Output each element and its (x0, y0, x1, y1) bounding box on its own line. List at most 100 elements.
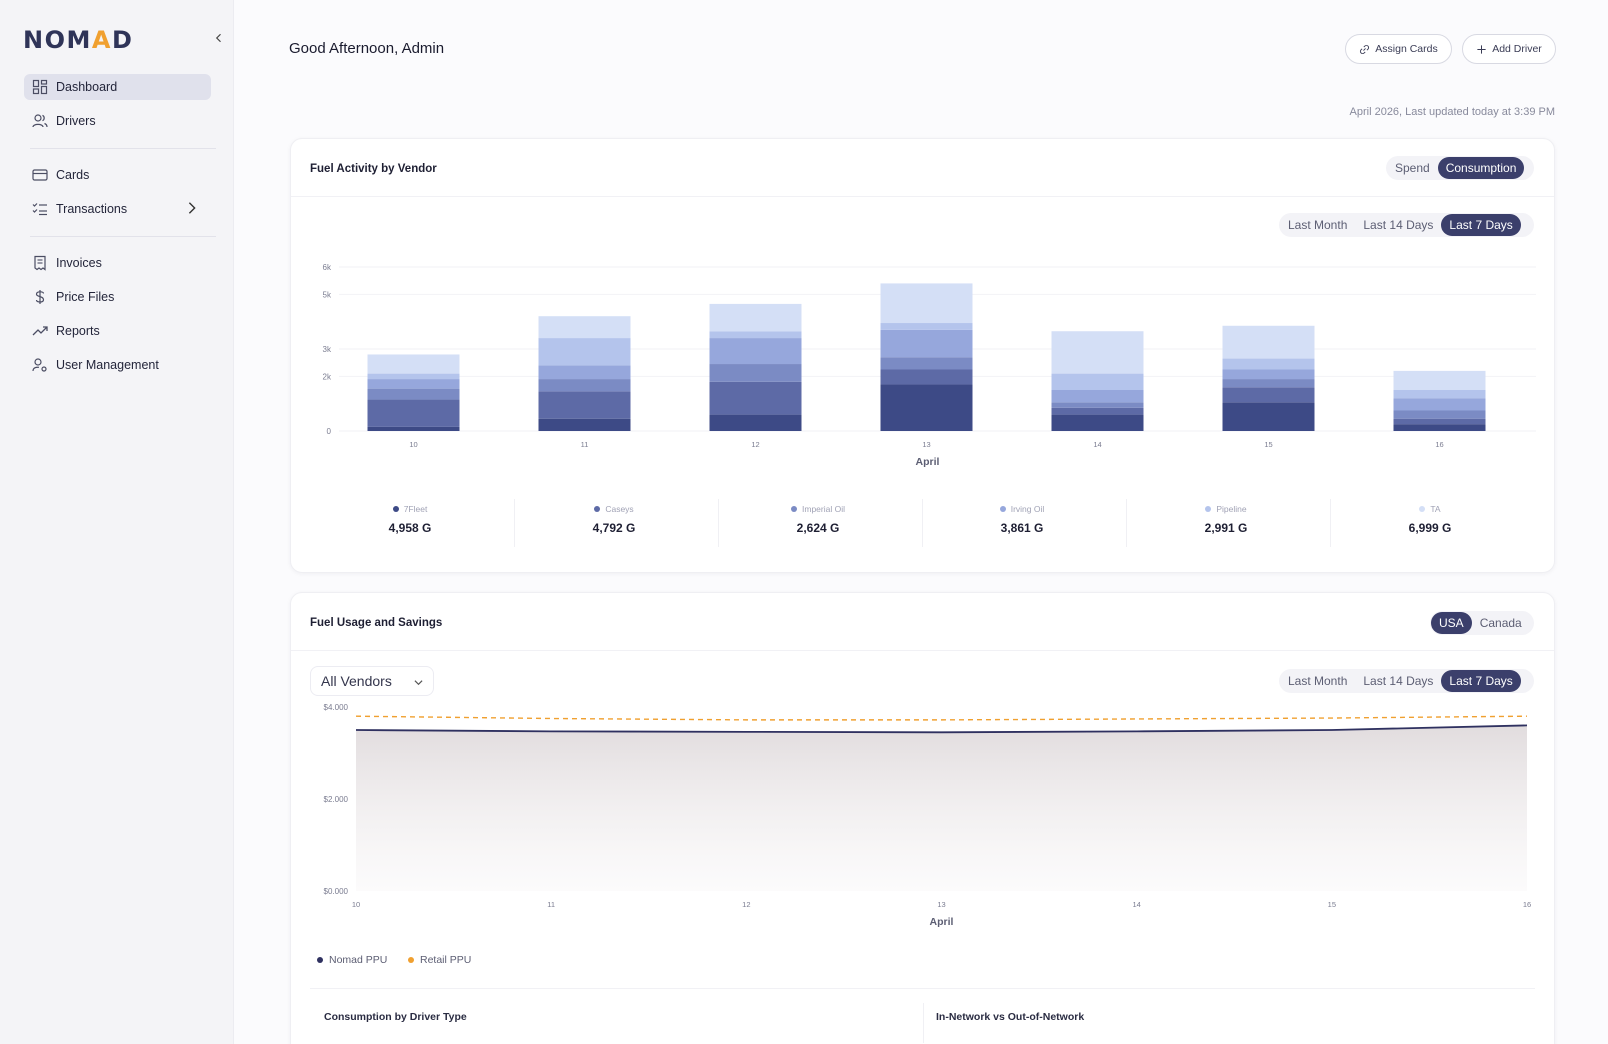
bar-segment[interactable] (538, 365, 631, 380)
bar-segment[interactable] (880, 369, 973, 385)
fuel-activity-bar-chart: 0 2k 3k 5k 6k 10 11 12 13 14 15 16 April (323, 263, 1536, 468)
legend-nomad-ppu: Nomad PPU (317, 954, 387, 966)
range-last-14-days[interactable]: Last 14 Days (1363, 674, 1434, 688)
retail-ppu-line[interactable] (355, 715, 1528, 721)
sidebar-item-transactions[interactable]: Transactions (24, 196, 211, 222)
bar-segment[interactable] (709, 303, 802, 332)
bar-segment[interactable] (709, 338, 802, 365)
bar-segment[interactable] (1051, 407, 1144, 415)
bar-segment[interactable] (1222, 325, 1315, 359)
vendor-stat: 7Fleet 4,958 G (310, 504, 510, 535)
sidebar-item-cards[interactable]: Cards (24, 162, 211, 188)
bar-segment[interactable] (538, 418, 631, 431)
bar-segment[interactable] (709, 381, 802, 415)
vendor-total: 6,999 G (1408, 521, 1452, 535)
region-canada[interactable]: Canada (1479, 616, 1522, 630)
assign-cards-button[interactable]: Assign Cards (1345, 34, 1452, 64)
trending-up-icon (32, 326, 48, 336)
bar-segment[interactable] (709, 331, 802, 339)
bar-segment[interactable] (880, 329, 973, 358)
range-last-7-days[interactable]: Last 7 Days (1441, 670, 1521, 692)
bar-segment[interactable] (367, 379, 460, 389)
sidebar-item-drivers[interactable]: Drivers (24, 108, 211, 134)
sidebar-item-price-files[interactable]: Price Files (24, 284, 211, 310)
legend-label: Retail PPU (420, 954, 472, 966)
vendor-name: TA (1330, 504, 1530, 514)
bar-segment[interactable] (1393, 370, 1486, 390)
bar-segment[interactable] (1051, 373, 1144, 390)
x-tick-label: 13 (922, 440, 930, 449)
brand-logo[interactable]: NOMAD (23, 26, 133, 54)
bar-segment[interactable] (1222, 379, 1315, 388)
bar-segment[interactable] (538, 391, 631, 419)
bar-segment[interactable] (1393, 410, 1486, 419)
bar-segment[interactable] (1222, 402, 1315, 431)
bar-segment[interactable] (538, 316, 631, 339)
bar-segment[interactable] (367, 373, 460, 380)
fuel-usage-title: Fuel Usage and Savings (310, 617, 443, 629)
toggle-spend[interactable]: Spend (1395, 161, 1430, 175)
bar-segment[interactable] (709, 414, 802, 431)
x-tick-label: 10 (409, 440, 417, 449)
range-last-month[interactable]: Last Month (1288, 218, 1348, 232)
x-tick-label: 12 (751, 440, 759, 449)
bar-segment[interactable] (367, 354, 460, 374)
bar-segment[interactable] (1393, 398, 1486, 411)
vendor-total: 4,958 G (388, 521, 432, 535)
toggle-consumption[interactable]: Consumption (1437, 157, 1525, 179)
bar-segment[interactable] (1051, 414, 1144, 431)
vendor-stat: Irving Oil 3,861 G (922, 504, 1122, 535)
bar-segment[interactable] (1222, 358, 1315, 370)
legend-dot (408, 957, 414, 963)
vendor-total: 3,861 G (1000, 521, 1044, 535)
x-tick-label: 16 (1523, 900, 1531, 909)
range-last-month[interactable]: Last Month (1288, 674, 1348, 688)
plus-icon (1477, 44, 1486, 54)
sidebar-item-user-management[interactable]: User Management (24, 352, 211, 378)
bar-segment[interactable] (367, 426, 460, 431)
dashboard-icon (32, 79, 48, 95)
bar-segment[interactable] (1051, 331, 1144, 374)
card-divider (291, 196, 1554, 197)
bar-segment[interactable] (1393, 424, 1486, 431)
bar-segment[interactable] (538, 379, 631, 392)
legend-dot (1419, 506, 1426, 512)
bar-segment[interactable] (709, 364, 802, 382)
assign-cards-label: Assign Cards (1375, 43, 1438, 55)
legend-dot (317, 957, 323, 963)
sidebar-item-dashboard[interactable]: Dashboard (24, 74, 211, 100)
bar-segment[interactable] (1222, 369, 1315, 380)
sidebar-item-reports[interactable]: Reports (24, 318, 211, 344)
bar-segment[interactable] (1222, 387, 1315, 403)
add-driver-button[interactable]: Add Driver (1462, 34, 1556, 64)
vendor-filter-value: All Vendors (321, 673, 392, 689)
x-tick-label: 14 (1093, 440, 1101, 449)
vendor-label: 7Fleet (403, 504, 428, 514)
stat-divider (1330, 499, 1331, 547)
bar-segment[interactable] (367, 388, 460, 400)
range-toggle: Last Month Last 14 Days Last 7 Days (1279, 213, 1534, 237)
nomad-ppu-line[interactable] (355, 724, 1528, 734)
dollar-icon (35, 290, 45, 304)
bar-segment[interactable] (880, 384, 973, 431)
bar-segment[interactable] (880, 323, 973, 330)
bar-segment[interactable] (1051, 402, 1144, 408)
range-last-7-days[interactable]: Last 7 Days (1441, 214, 1521, 236)
bar-segment[interactable] (367, 399, 460, 427)
vendor-filter-dropdown[interactable]: All Vendors (310, 666, 434, 696)
bar-segment[interactable] (1393, 418, 1486, 425)
bar-segment[interactable] (1051, 390, 1144, 403)
vendor-label: TA (1430, 504, 1441, 514)
bar-segment[interactable] (1393, 390, 1486, 399)
chevron-right-icon[interactable] (185, 201, 199, 215)
bar-segment[interactable] (880, 283, 973, 324)
vendor-label: Irving Oil (1010, 504, 1045, 514)
vendor-stat: Caseys 4,792 G (514, 504, 714, 535)
collapse-sidebar-button[interactable] (210, 30, 228, 48)
region-usa[interactable]: USA (1431, 612, 1472, 634)
sidebar-item-invoices[interactable]: Invoices (24, 250, 211, 276)
range-last-14-days[interactable]: Last 14 Days (1363, 218, 1434, 232)
bar-segment[interactable] (538, 338, 631, 366)
x-tick-label: 11 (547, 900, 555, 909)
bar-segment[interactable] (880, 357, 973, 370)
